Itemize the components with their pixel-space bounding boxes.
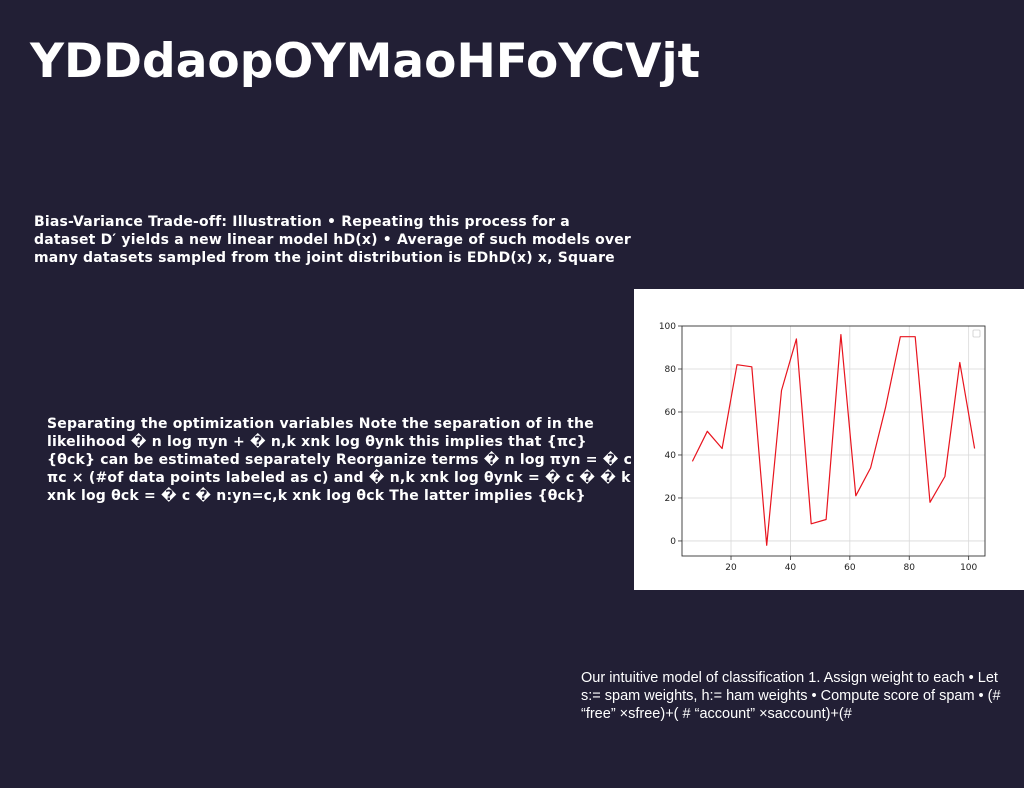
y-tick-label: 40 (665, 451, 677, 461)
x-tick-label: 20 (725, 563, 737, 573)
legend-box (972, 329, 981, 338)
plot-frame (681, 325, 986, 557)
paragraph-bias-variance: Bias-Variance Trade-off: Illustration • … (34, 214, 632, 266)
x-tick-label: 80 (904, 563, 916, 573)
x-tick-label: 100 (960, 563, 977, 573)
paragraph-classification: Our intuitive model of classification 1.… (581, 670, 1001, 722)
x-tick-label: 60 (844, 563, 856, 573)
y-tick-label: 20 (665, 494, 677, 504)
chart-panel: 20 40 60 80 100 0 20 40 60 80 100 (634, 289, 1024, 590)
line-chart: 20 40 60 80 100 0 20 40 60 80 100 (659, 322, 986, 573)
y-tick-label: 80 (665, 365, 677, 375)
y-tick-label: 100 (659, 322, 676, 332)
x-tick-label: 40 (785, 563, 797, 573)
series-line (691, 333, 976, 546)
y-tick-label: 0 (670, 537, 676, 547)
page-title: YDDdaopOYMaoHFoYCVjt (30, 34, 701, 89)
paragraph-optimization: Separating the optimization variables No… (47, 416, 633, 504)
y-tick-label: 60 (665, 408, 677, 418)
